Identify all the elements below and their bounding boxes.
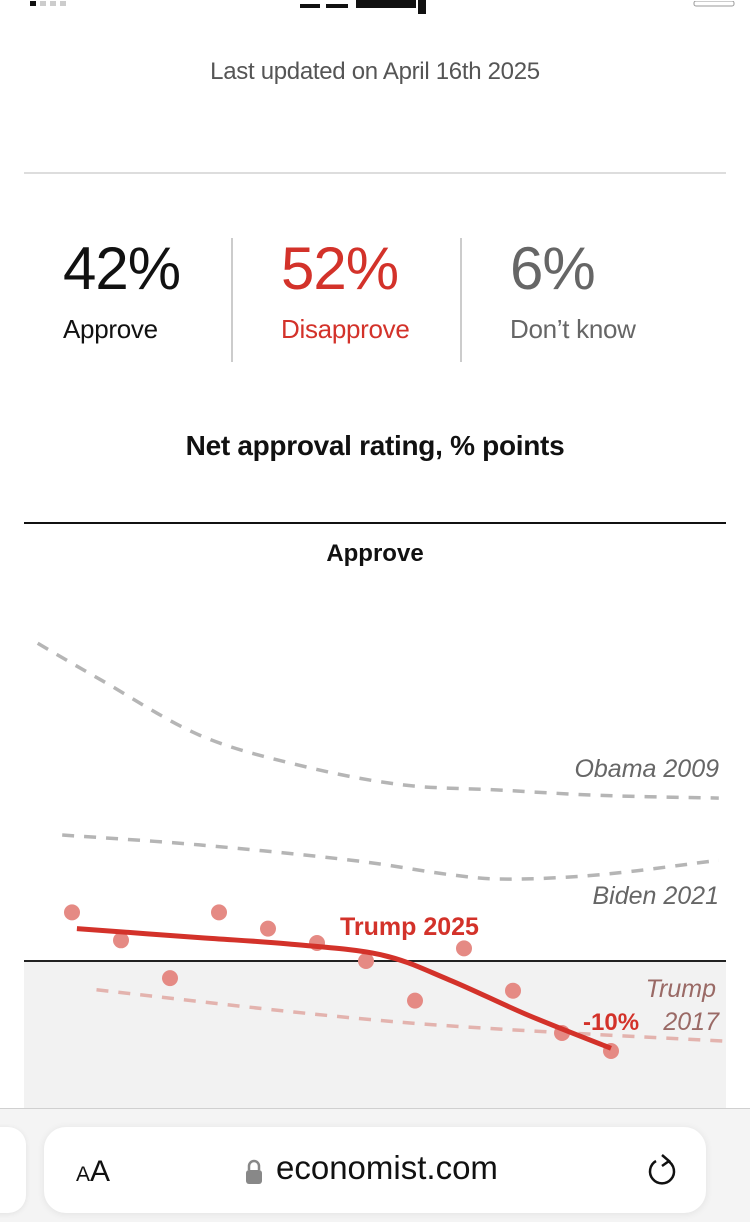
last-updated: Last updated on April 16th 2025 <box>210 58 540 85</box>
label-obama: Obama 2009 <box>574 755 719 783</box>
divider <box>460 238 462 362</box>
series-line-trump-2025 <box>76 926 612 1051</box>
stat-disapprove: 52% Disapprove <box>281 238 410 363</box>
stat-value: 42% <box>63 235 181 302</box>
label-trump2025: Trump 2025 <box>340 913 479 941</box>
stat-value: 6% <box>510 235 596 302</box>
stat-label: Approve <box>63 314 158 344</box>
stat-dont-know: 6% Don’t know <box>510 238 636 363</box>
text-size-button[interactable]: AA <box>76 1155 110 1189</box>
reload-icon[interactable] <box>644 1151 680 1191</box>
headline-fragment <box>300 0 460 20</box>
divider <box>231 238 233 362</box>
label-biden: Biden 2021 <box>592 882 719 910</box>
chart-section-label: Approve <box>326 540 424 567</box>
divider <box>24 522 726 524</box>
text-size-large: A <box>90 1155 111 1188</box>
poll-point <box>64 904 80 921</box>
poll-point <box>505 982 521 999</box>
lock-icon <box>246 1159 262 1184</box>
series-line-obama-2009 <box>36 641 719 800</box>
label-trump2017-year: 2017 <box>662 1008 720 1036</box>
label-trump2017: Trump <box>646 975 716 1003</box>
browser-toolbar: AA economist.com <box>0 1108 750 1222</box>
previous-tab[interactable] <box>0 1127 26 1213</box>
chart-title: Net approval rating, % points <box>185 430 565 461</box>
text-size-small: A <box>76 1163 91 1186</box>
poll-point <box>456 940 472 957</box>
approval-chart: Obama 2009 Biden 2021 Trump 2017 Trump 2… <box>24 641 726 1108</box>
series-line-trump-2017 <box>96 988 724 1043</box>
series-line-biden-2021 <box>62 833 720 881</box>
poll-point <box>162 970 178 987</box>
divider <box>24 172 726 174</box>
stat-value: 52% <box>281 235 399 302</box>
poll-point <box>211 904 227 921</box>
poll-point <box>407 992 423 1009</box>
stat-label: Don’t know <box>510 314 636 344</box>
url-text[interactable]: economist.com <box>276 1149 498 1186</box>
poll-point <box>358 953 374 969</box>
stat-label: Disapprove <box>281 314 410 344</box>
status-bar <box>0 0 750 12</box>
end-value-label: -10% <box>583 1009 639 1036</box>
poll-point <box>260 920 276 937</box>
poll-point <box>113 932 129 949</box>
stat-approve: 42% Approve <box>63 235 181 363</box>
address-bar[interactable]: AA economist.com <box>44 1127 706 1213</box>
